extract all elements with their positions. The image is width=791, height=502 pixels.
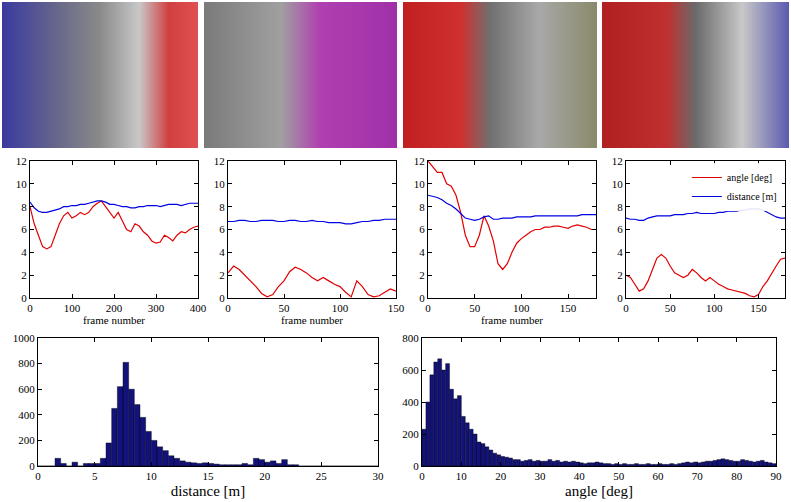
svg-text:8: 8	[219, 201, 225, 213]
svg-text:frame number: frame number	[83, 314, 145, 326]
svg-text:2: 2	[219, 269, 225, 281]
svg-text:50: 50	[469, 302, 481, 314]
svg-text:40: 40	[574, 470, 586, 482]
svg-text:angle [deg]: angle [deg]	[727, 172, 772, 183]
svg-text:400: 400	[190, 302, 207, 314]
svg-text:0: 0	[419, 470, 425, 482]
svg-text:frame number: frame number	[481, 314, 543, 326]
svg-text:0: 0	[425, 302, 431, 314]
svg-text:0: 0	[27, 302, 33, 314]
svg-text:6: 6	[21, 223, 27, 235]
svg-text:25: 25	[316, 470, 328, 482]
svg-text:2: 2	[419, 269, 425, 281]
svg-text:distance [m]: distance [m]	[727, 191, 777, 202]
svg-text:0: 0	[617, 292, 623, 304]
svg-text:10: 10	[16, 178, 28, 190]
svg-text:12: 12	[214, 155, 225, 167]
svg-text:400: 400	[18, 409, 35, 421]
svg-text:100: 100	[513, 302, 530, 314]
svg-text:8: 8	[419, 201, 425, 213]
svg-text:100: 100	[706, 302, 723, 314]
svg-text:400: 400	[402, 396, 419, 408]
svg-text:20: 20	[259, 470, 271, 482]
svg-text:10: 10	[612, 178, 624, 190]
svg-text:90: 90	[771, 470, 783, 482]
svg-text:20: 20	[495, 470, 507, 482]
svg-text:0: 0	[219, 292, 225, 304]
svg-text:12: 12	[414, 155, 425, 167]
svg-text:30: 30	[373, 470, 385, 482]
svg-text:5: 5	[92, 470, 98, 482]
svg-text:distance [m]: distance [m]	[171, 483, 246, 499]
svg-text:600: 600	[402, 364, 419, 376]
svg-text:6: 6	[219, 223, 225, 235]
svg-text:4: 4	[617, 246, 623, 258]
svg-text:10: 10	[456, 470, 468, 482]
svg-text:4: 4	[419, 246, 425, 258]
svg-text:800: 800	[18, 357, 35, 369]
svg-text:8: 8	[21, 201, 27, 213]
svg-text:100: 100	[64, 302, 81, 314]
svg-text:30: 30	[535, 470, 547, 482]
svg-text:8: 8	[617, 201, 623, 213]
svg-text:frame number: frame number	[281, 314, 343, 326]
svg-text:angle [deg]: angle [deg]	[565, 483, 633, 499]
svg-text:6: 6	[617, 223, 623, 235]
svg-text:70: 70	[692, 470, 704, 482]
svg-text:200: 200	[106, 302, 123, 314]
svg-text:100: 100	[332, 302, 349, 314]
svg-text:0: 0	[29, 460, 35, 472]
svg-text:0: 0	[419, 292, 425, 304]
svg-text:50: 50	[613, 470, 625, 482]
svg-text:0: 0	[413, 460, 419, 472]
svg-text:10: 10	[146, 470, 158, 482]
svg-text:6: 6	[419, 223, 425, 235]
svg-text:0: 0	[35, 470, 41, 482]
svg-text:0: 0	[623, 302, 629, 314]
svg-text:600: 600	[18, 383, 35, 395]
svg-text:60: 60	[653, 470, 665, 482]
svg-text:150: 150	[750, 302, 767, 314]
svg-text:150: 150	[388, 302, 405, 314]
svg-text:50: 50	[665, 302, 677, 314]
svg-text:12: 12	[612, 155, 623, 167]
svg-text:2: 2	[617, 269, 623, 281]
svg-text:10: 10	[214, 178, 226, 190]
svg-text:200: 200	[18, 434, 35, 446]
svg-text:0: 0	[21, 292, 27, 304]
svg-text:15: 15	[203, 470, 215, 482]
svg-text:800: 800	[402, 332, 419, 344]
svg-text:50: 50	[279, 302, 291, 314]
svg-text:4: 4	[219, 246, 225, 258]
svg-text:0: 0	[225, 302, 231, 314]
svg-text:80: 80	[731, 470, 743, 482]
svg-text:12: 12	[16, 155, 27, 167]
svg-text:300: 300	[148, 302, 165, 314]
svg-text:200: 200	[402, 428, 419, 440]
svg-text:2: 2	[21, 269, 27, 281]
svg-text:10: 10	[414, 178, 426, 190]
svg-text:1000: 1000	[13, 332, 36, 344]
svg-text:150: 150	[560, 302, 577, 314]
svg-text:4: 4	[21, 246, 27, 258]
